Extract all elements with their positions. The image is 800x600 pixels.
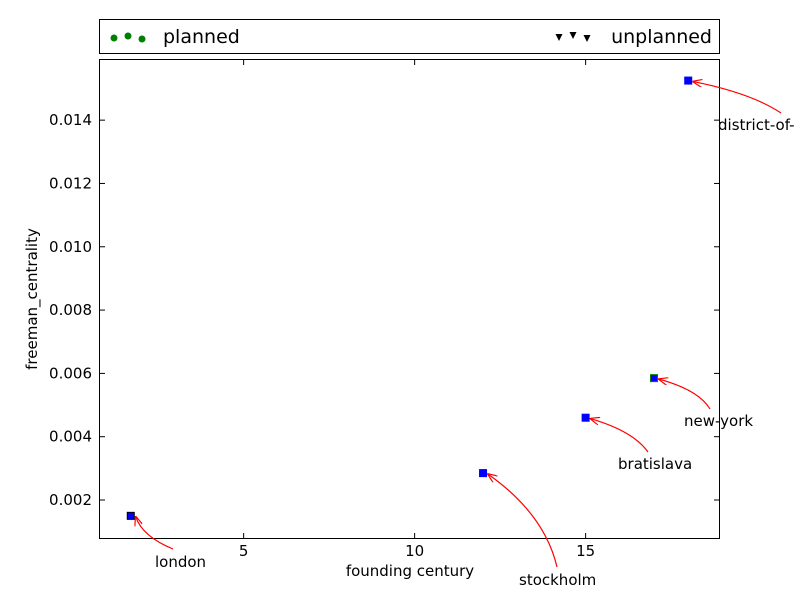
y-tick-label: 0.004 [49,428,92,446]
axis-ticks: 5 10 15 0.002 0.004 0.006 0.008 0.010 0.012 0.014 [49,60,719,560]
legend-circle-marker [124,32,132,40]
annotation-arrow [136,517,174,550]
annotation-arrow [591,419,649,453]
y-tick-label: 0.010 [49,238,92,256]
annotation-arrow [488,474,558,568]
x-axis-label: founding century [346,562,474,580]
y-axis-label: freeman_centrality [23,228,42,370]
annotation-labels: london stockholm bratislava new-york distric… [155,116,795,589]
y-tick-label: 0.008 [49,301,92,319]
legend: planned unplanned [99,19,720,54]
legend-triangle-marker [583,35,591,42]
data-point-bratislava [581,413,590,422]
y-tick-label: 0.012 [49,174,92,192]
y-tick-label: 0.006 [49,364,92,382]
legend-planned-markers [110,32,146,43]
x-tick-label: 5 [239,542,249,560]
annotation-label: district-of- [718,116,795,134]
legend-label-planned: planned [163,26,240,48]
legend-unplanned-markers [555,32,591,42]
annotation-arrow [659,379,711,410]
annotation-label: new-york [684,412,753,430]
legend-circle-marker [138,35,146,43]
data-points [126,76,693,520]
x-tick-label: 15 [576,542,595,560]
y-tick-label: 0.002 [49,491,92,509]
data-point-new-york [650,374,659,383]
plot-frame [99,59,720,539]
data-point-district-of [684,76,693,85]
annotation-label: london [155,553,206,571]
legend-triangle-marker [555,34,563,41]
legend-circle-marker [110,34,118,42]
annotation-label: bratislava [618,455,692,473]
x-tick-label: 10 [405,542,424,560]
annotation-arrow [693,82,782,114]
legend-frame [99,19,720,54]
annotation-arrows [136,82,782,568]
data-point-stockholm [479,469,488,478]
legend-triangle-marker [569,32,577,39]
legend-label-unplanned: unplanned [611,26,712,48]
data-point-london [126,511,135,520]
y-tick-label: 0.014 [49,111,92,129]
annotation-label: stockholm [519,571,596,589]
